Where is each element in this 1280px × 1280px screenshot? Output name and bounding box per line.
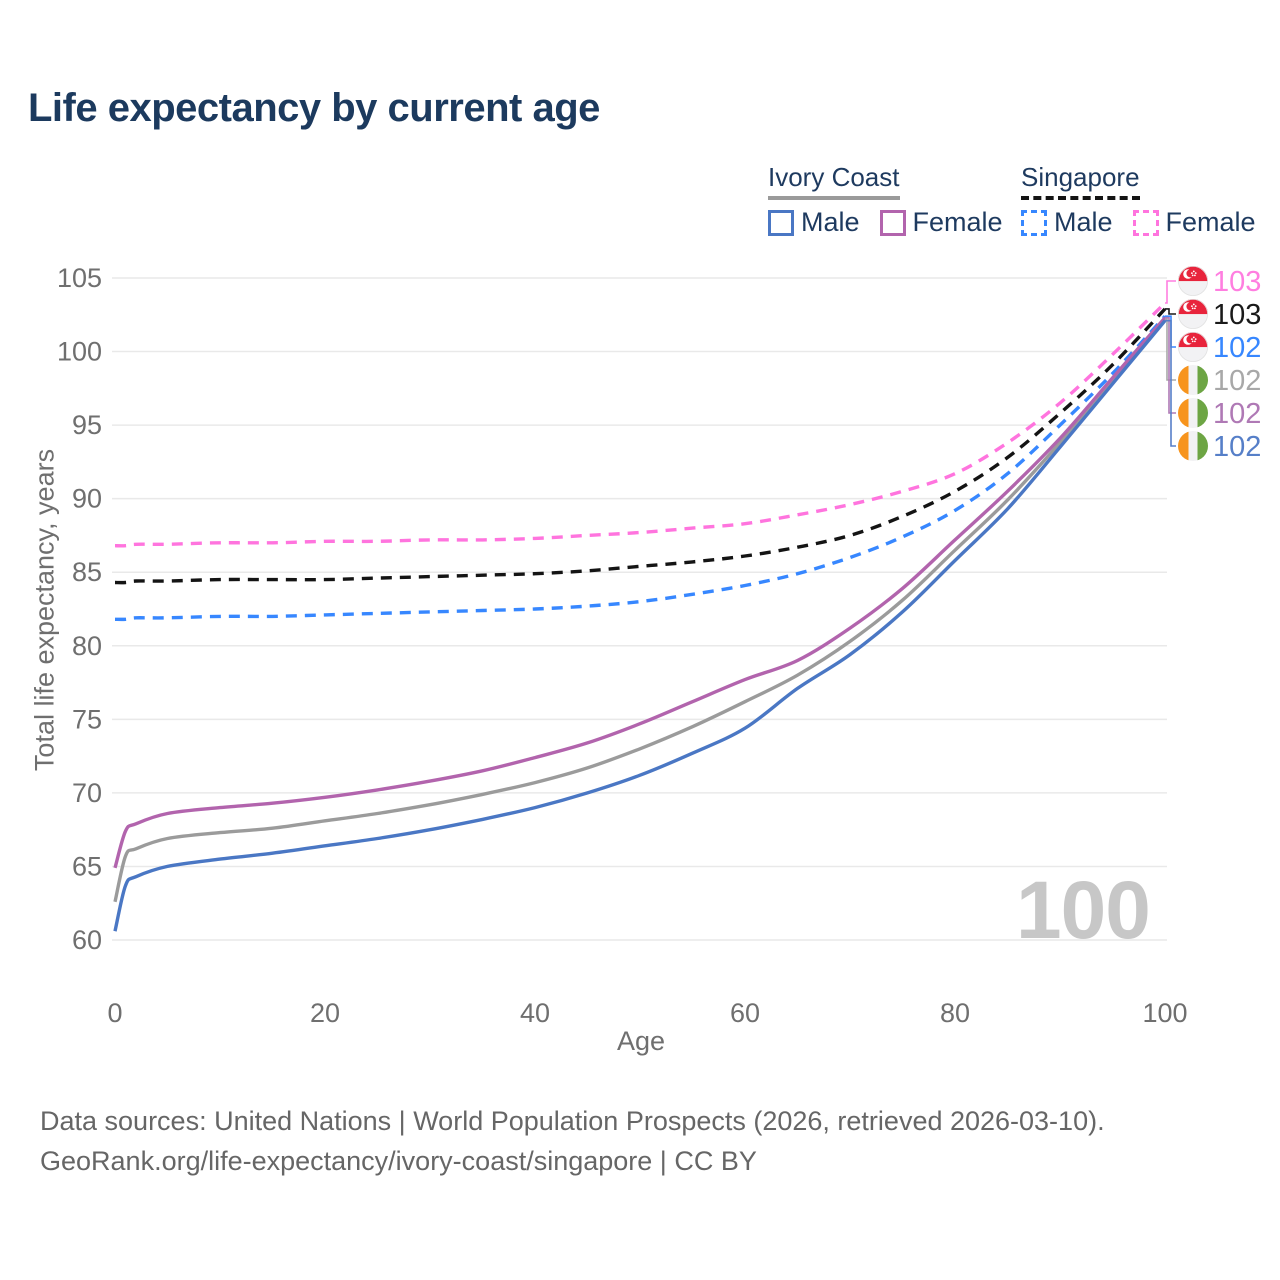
series-line-singapore-both-sexes[interactable] [114, 307, 1167, 585]
legend-heading-ivory-coast[interactable]: Ivory Coast [768, 162, 900, 200]
end-label-value: 102 [1213, 365, 1261, 397]
end-label-value: 102 [1213, 431, 1261, 463]
legend-group-ivory-coast: Ivory Coast Male Female [768, 162, 1023, 238]
x-tick-label-20: 20 [310, 998, 340, 1028]
attribution-text: GeoRank.org/life-expectancy/ivory-coast/… [40, 1146, 757, 1176]
end-label-value: 102 [1213, 398, 1261, 430]
singapore-flag-icon [1178, 299, 1208, 329]
x-tick-label-0: 0 [107, 998, 122, 1028]
legend-heading-singapore[interactable]: Singapore [1021, 162, 1140, 200]
y-tick-label-60: 60 [72, 925, 102, 955]
x-tick-label-100: 100 [1142, 998, 1187, 1028]
series-line-singapore-male[interactable] [114, 315, 1167, 622]
end-label-value: 102 [1213, 332, 1261, 364]
end-label-leader-line [1165, 280, 1176, 304]
y-tick-label-85: 85 [72, 557, 102, 587]
y-tick-label-95: 95 [72, 410, 102, 440]
end-label-value: 103 [1213, 266, 1261, 298]
line-swatch-icon [768, 209, 794, 236]
dashed-line-swatch-icon [1021, 209, 1047, 236]
singapore-flag-icon [1178, 266, 1208, 296]
legend-item-singapore-female[interactable]: Female [1132, 207, 1256, 238]
series-line-ivory-coast-male[interactable] [113, 319, 1167, 932]
legend-item-label: Male [801, 207, 860, 237]
y-tick-label-105: 105 [57, 263, 102, 293]
end-label-leader-line [1165, 316, 1176, 414]
page-title: Life expectancy by current age [28, 86, 600, 130]
x-axis-title: Age [616, 1026, 666, 1056]
legend-items-ivory-coast: Male Female [768, 207, 1023, 238]
legend-item-label: Female [1165, 207, 1256, 237]
ivory-coast-flag-icon [1178, 398, 1208, 428]
legend-item-label: Male [1054, 207, 1113, 237]
y-tick-label-80: 80 [72, 631, 102, 661]
legend-items-singapore: Male Female [1021, 207, 1276, 238]
legend-item-ivory-coast-male[interactable]: Male [768, 207, 860, 238]
legend-item-ivory-coast-female[interactable]: Female [879, 207, 1003, 238]
ivory-coast-flag-icon [1178, 431, 1208, 461]
x-tick-label-40: 40 [520, 998, 550, 1028]
age-watermark: 100 [1016, 865, 1151, 956]
legend-item-singapore-male[interactable]: Male [1021, 207, 1113, 238]
legend-item-label: Female [912, 207, 1003, 237]
singapore-flag-icon [1178, 332, 1208, 362]
ivory-coast-flag-icon [1178, 365, 1208, 395]
data-sources-text: Data sources: United Nations | World Pop… [40, 1106, 1105, 1136]
y-tick-label-65: 65 [72, 851, 102, 881]
legend-group-singapore: Singapore Male Female [1021, 162, 1276, 238]
x-tick-label-60: 60 [730, 998, 760, 1028]
dashed-line-swatch-icon [1132, 209, 1159, 236]
end-label-leader-line [1165, 319, 1176, 447]
y-tick-label-100: 100 [57, 337, 102, 367]
y-tick-label-70: 70 [72, 778, 102, 808]
end-label-value: 103 [1213, 299, 1261, 331]
series-line-ivory-coast-female[interactable] [113, 316, 1167, 869]
x-tick-label-80: 80 [940, 998, 970, 1028]
series-line-ivory-coast-both-sexes[interactable] [113, 318, 1167, 903]
series-line-singapore-female[interactable] [114, 301, 1167, 548]
line-swatch-icon [879, 209, 906, 236]
y-tick-label-90: 90 [72, 484, 102, 514]
end-label-leader-line [1165, 308, 1176, 315]
y-tick-label-75: 75 [72, 704, 102, 734]
